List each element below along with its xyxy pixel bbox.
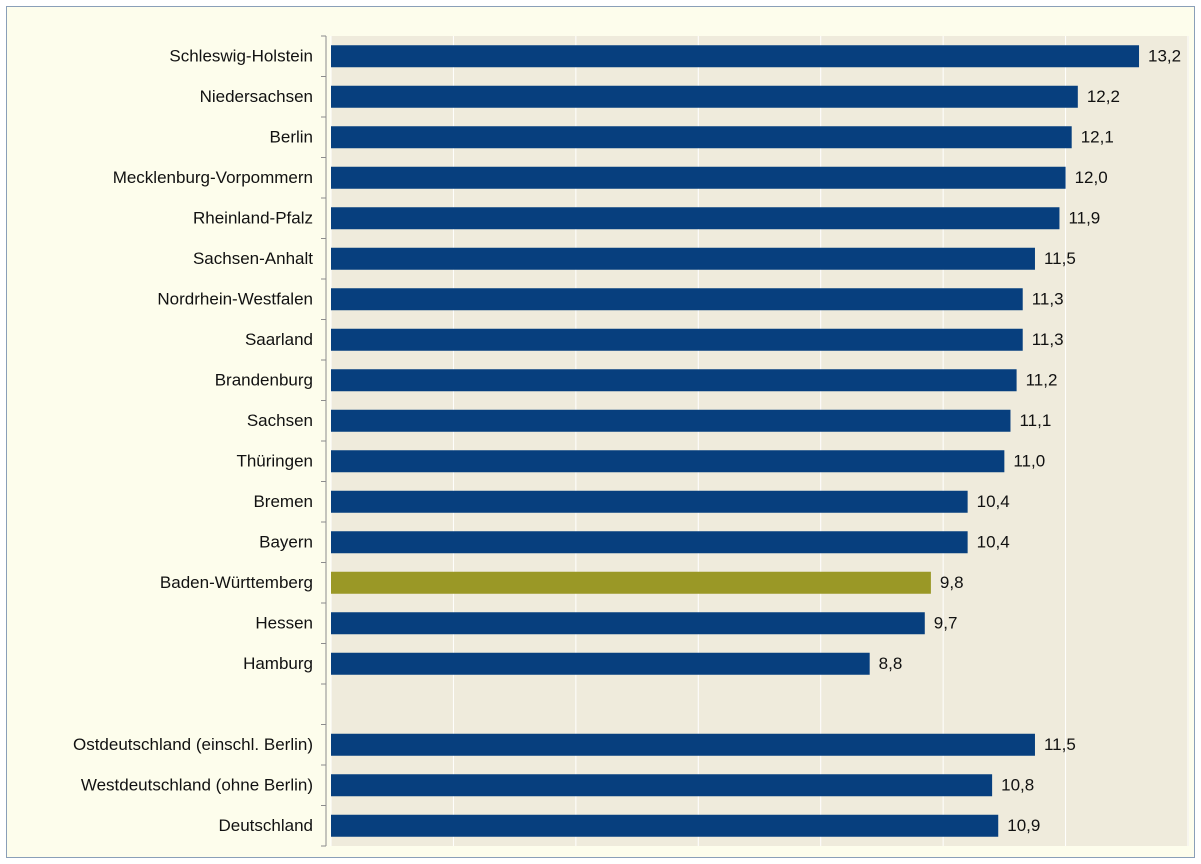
value-label: 9,7: [934, 614, 958, 633]
bar: [331, 369, 1017, 392]
bar: [331, 126, 1072, 149]
bar: [331, 612, 925, 635]
bar: [331, 652, 870, 675]
bar: [331, 45, 1140, 68]
bar: [331, 247, 1035, 270]
bar: [331, 571, 931, 594]
value-label: 11,9: [1068, 209, 1100, 228]
y-tick-label: Brandenburg: [215, 371, 313, 390]
y-tick-label: Nordrhein-Westfalen: [157, 290, 313, 309]
y-tick-label: Sachsen-Anhalt: [193, 249, 313, 268]
value-label: 10,4: [977, 492, 1010, 511]
y-tick-label: Ostdeutschland (einschl. Berlin): [73, 735, 313, 754]
value-label: 13,2: [1148, 47, 1181, 66]
value-label: 11,5: [1044, 249, 1076, 268]
value-label: 12,2: [1087, 87, 1120, 106]
y-tick-label: Bayern: [259, 533, 313, 552]
value-label: 10,8: [1001, 776, 1034, 795]
bar: [331, 207, 1060, 230]
bar: [331, 774, 993, 797]
bar: [331, 531, 968, 554]
y-tick-label: Bremen: [253, 492, 313, 511]
bar: [331, 490, 968, 513]
bar: [331, 814, 999, 837]
value-label: 11,0: [1013, 452, 1045, 471]
value-label: 10,4: [977, 533, 1010, 552]
y-tick-label: Thüringen: [236, 452, 313, 471]
value-label: 10,9: [1007, 816, 1040, 835]
value-label: 11,5: [1044, 735, 1076, 754]
value-label: 11,1: [1019, 411, 1051, 430]
y-tick-label: Rheinland-Pfalz: [193, 209, 313, 228]
y-tick-label: Westdeutschland (ohne Berlin): [81, 776, 313, 795]
y-tick-label: Hessen: [255, 614, 313, 633]
bar: [331, 288, 1023, 311]
y-tick-label: Schleswig-Holstein: [169, 47, 313, 66]
y-tick-label: Mecklenburg-Vorpommern: [113, 168, 313, 187]
y-tick-label: Niedersachsen: [200, 87, 313, 106]
bar: [331, 85, 1078, 108]
bar: [331, 409, 1011, 432]
y-tick-label: Saarland: [245, 330, 313, 349]
y-tick-label: Berlin: [270, 128, 313, 147]
bar: [331, 450, 1005, 473]
value-label: 12,1: [1081, 128, 1114, 147]
plot-area: [331, 36, 1189, 846]
value-label: 8,8: [879, 654, 903, 673]
y-tick-label: Hamburg: [243, 654, 313, 673]
value-label: 11,2: [1026, 371, 1058, 390]
y-tick-label: Baden-Württemberg: [160, 573, 313, 592]
y-tick-label: Deutschland: [218, 816, 313, 835]
value-label: 11,3: [1032, 330, 1064, 349]
bar: [331, 166, 1066, 189]
value-label: 12,0: [1075, 168, 1108, 187]
value-label: 11,3: [1032, 290, 1064, 309]
y-tick-label: Sachsen: [247, 411, 313, 430]
bar: [331, 328, 1023, 351]
value-label: 9,8: [940, 573, 964, 592]
bar: [331, 733, 1035, 756]
